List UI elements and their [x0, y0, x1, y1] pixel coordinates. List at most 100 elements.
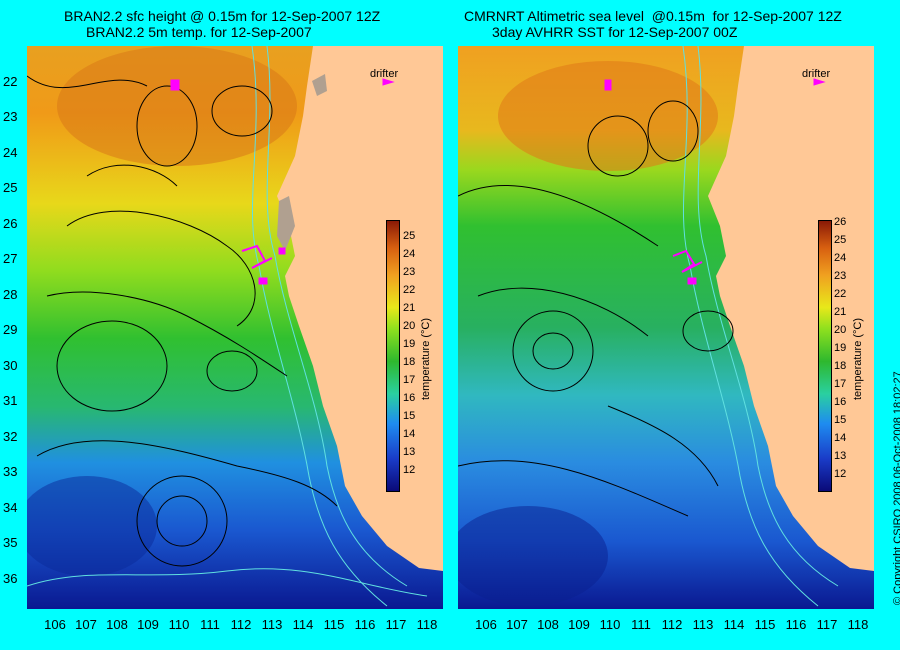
y-tick: 32	[3, 429, 18, 444]
colorbar-tick: 14	[834, 432, 847, 444]
y-tick: 35	[3, 535, 18, 550]
isobath-line	[697, 46, 839, 587]
right-map-svg	[458, 46, 874, 609]
drifter-tracks	[170, 78, 395, 285]
left-title: BRAN2.2 sfc height @ 0.15m for 12-Sep-20…	[64, 8, 380, 40]
warm-patch	[498, 61, 718, 171]
x-tick: 112	[661, 617, 683, 632]
left-title-line1: BRAN2.2 sfc height @ 0.15m for 12-Sep-20…	[64, 8, 381, 24]
x-tick: 111	[631, 617, 651, 632]
x-tick: 110	[599, 617, 621, 632]
left-map-panel	[27, 46, 443, 609]
x-tick: 113	[692, 617, 714, 632]
colorbar-tick: 19	[834, 342, 847, 354]
colorbar-tick: 21	[403, 302, 416, 314]
colorbar-tick: 14	[403, 428, 416, 440]
colorbar-tick: 15	[834, 414, 847, 426]
x-tick: 118	[416, 617, 438, 632]
x-tick: 111	[200, 617, 220, 632]
colorbar-tick: 12	[403, 464, 416, 476]
x-tick: 116	[785, 617, 807, 632]
x-tick: 110	[168, 617, 190, 632]
y-tick: 28	[3, 287, 18, 302]
right-colorbar	[818, 220, 832, 492]
drifter-legend-label: drifter	[370, 68, 399, 80]
x-tick: 108	[537, 617, 559, 632]
colorbar-tick: 17	[403, 374, 416, 386]
right-title: CMRNRT Altimetric sea level @0.15m for 1…	[464, 8, 842, 40]
right-map-panel	[458, 46, 874, 609]
copyright-notice: © Copyright CSIRO 2008 06-Oct-2008 18:02…	[892, 371, 900, 605]
left-map-svg	[27, 46, 443, 609]
cool-patch	[458, 506, 608, 606]
colorbar-tick: 15	[403, 410, 416, 422]
right-title-line1: CMRNRT Altimetric sea level @0.15m for 1…	[464, 8, 842, 24]
colorbar-tick: 22	[834, 288, 847, 300]
colorbar-tick: 16	[403, 392, 416, 404]
drifter-legend-label: drifter	[802, 68, 831, 80]
x-tick: 113	[261, 617, 283, 632]
colorbar-tick: 23	[403, 266, 416, 278]
x-tick: 109	[568, 617, 590, 632]
colorbar-tick: 20	[834, 324, 847, 336]
x-tick: 112	[230, 617, 252, 632]
isobath-line	[266, 46, 408, 587]
colorbar-tick: 13	[403, 446, 416, 458]
x-tick: 107	[75, 617, 97, 632]
colorbar-tick: 22	[403, 284, 416, 296]
y-tick: 26	[3, 216, 18, 231]
y-tick: 34	[3, 500, 18, 515]
x-tick: 107	[506, 617, 528, 632]
y-tick: 29	[3, 322, 18, 337]
x-tick: 115	[323, 617, 345, 632]
left-title-line2: BRAN2.2 5m temp. for 12-Sep-2007	[86, 24, 312, 40]
colorbar-tick: 19	[403, 338, 416, 350]
left-colorbar	[386, 220, 400, 492]
colorbar-tick: 18	[403, 356, 416, 368]
x-tick: 118	[847, 617, 869, 632]
y-tick: 24	[3, 145, 18, 160]
isobath-line	[27, 568, 428, 597]
colorbar-tick: 13	[834, 450, 847, 462]
colorbar-tick: 24	[834, 252, 847, 264]
sea-level-contours	[27, 75, 338, 567]
warm-patch	[57, 46, 297, 166]
isobath-line	[251, 46, 388, 607]
colorbar-tick: 12	[834, 468, 847, 480]
y-tick: 36	[3, 571, 18, 586]
y-tick: 22	[3, 74, 18, 89]
x-tick: 108	[106, 617, 128, 632]
x-tick: 115	[754, 617, 776, 632]
island	[312, 74, 327, 96]
island	[277, 196, 295, 251]
colorbar-tick: 16	[834, 396, 847, 408]
x-tick: 109	[137, 617, 159, 632]
y-tick: 30	[3, 358, 18, 373]
colorbar-tick: 25	[403, 230, 416, 242]
y-tick: 25	[3, 180, 18, 195]
colorbar-tick: 21	[834, 306, 847, 318]
colorbar-tick: 20	[403, 320, 416, 332]
x-tick: 106	[475, 617, 497, 632]
colorbar-tick: 23	[834, 270, 847, 282]
y-tick: 27	[3, 251, 18, 266]
y-tick: 23	[3, 109, 18, 124]
colorbar-tick: 24	[403, 248, 416, 260]
x-tick: 116	[354, 617, 376, 632]
left-colorbar-label: temperature (°C)	[420, 317, 432, 400]
sea-level-contours	[458, 100, 734, 517]
right-colorbar-label: temperature (°C)	[852, 317, 864, 400]
isobath-line	[682, 46, 819, 607]
y-tick: 33	[3, 464, 18, 479]
colorbar-tick: 26	[834, 216, 847, 228]
drifter-tracks	[604, 78, 826, 285]
y-tick: 31	[3, 393, 18, 408]
colorbar-tick: 17	[834, 378, 847, 390]
land-mass	[277, 46, 443, 571]
x-tick: 117	[816, 617, 838, 632]
x-tick: 114	[723, 617, 745, 632]
colorbar-tick: 18	[834, 360, 847, 372]
x-tick: 117	[385, 617, 407, 632]
land-mass	[708, 46, 874, 571]
x-tick: 106	[44, 617, 66, 632]
